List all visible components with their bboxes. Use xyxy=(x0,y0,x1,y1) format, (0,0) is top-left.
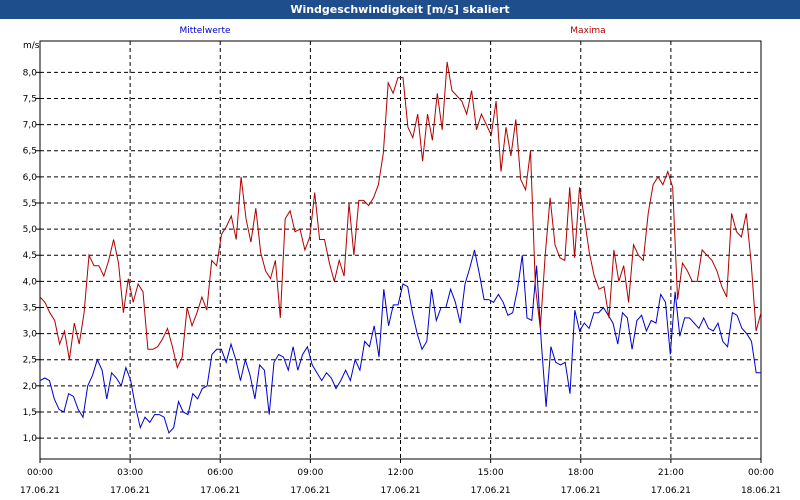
x-tick-date: 17.06.21 xyxy=(110,486,150,496)
x-tick-date: 17.06.21 xyxy=(290,486,330,496)
plot-frame xyxy=(39,40,762,460)
x-tick-date: 18.06.21 xyxy=(741,486,781,496)
x-tick-date: 17.06.21 xyxy=(380,486,420,496)
chart-title: Windgeschwindigkeit [m/s] skaliert xyxy=(0,0,800,19)
legend-mittelwerte: Mittelwerte xyxy=(179,26,230,36)
y-tick-label: 2,5 xyxy=(23,356,37,366)
y-axis-label: m/s xyxy=(23,41,40,51)
series-group xyxy=(39,61,762,434)
x-tick-time: 09:00 xyxy=(297,468,323,478)
x-tick-time: 18:00 xyxy=(568,468,594,478)
x-tick-date: 17.06.21 xyxy=(200,486,240,496)
x-tick-date: 17.06.21 xyxy=(651,486,691,496)
y-tick-label: 5,5 xyxy=(23,199,37,209)
y-tick-label: 7,0 xyxy=(23,121,38,131)
x-tick-time: 03:00 xyxy=(117,468,143,478)
x-axis-ticks: 00:00 17.06.21 03:00 17.06.21 06:00 17.06.21 0… xyxy=(20,459,781,496)
legend-maxima: Maxima xyxy=(570,26,605,36)
x-tick-time: 21:00 xyxy=(658,468,684,478)
y-tick-label: 6,0 xyxy=(23,173,38,183)
x-tick-time: 00:00 xyxy=(748,468,774,478)
y-tick-label: 2,0 xyxy=(23,382,38,392)
y-tick-label: 4,0 xyxy=(23,277,38,287)
y-tick-label: 3,5 xyxy=(23,303,37,313)
y-tick-label: 1,5 xyxy=(23,408,37,418)
y-tick-label: 4,5 xyxy=(23,251,37,261)
x-tick-date: 17.06.21 xyxy=(561,486,601,496)
series-line-maxima xyxy=(39,61,762,370)
x-tick-time: 00:00 xyxy=(27,468,53,478)
x-tick-time: 15:00 xyxy=(478,468,504,478)
y-tick-label: 7,5 xyxy=(23,94,37,104)
y-tick-label: 8,0 xyxy=(23,68,38,78)
y-tick-label: 3,0 xyxy=(23,330,38,340)
y-tick-label: 6,5 xyxy=(23,147,37,157)
grid xyxy=(40,41,761,459)
x-tick-time: 06:00 xyxy=(207,468,233,478)
y-tick-label: 1,0 xyxy=(23,434,38,444)
x-tick-time: 12:00 xyxy=(388,468,414,478)
x-tick-date: 17.06.21 xyxy=(471,486,511,496)
y-tick-label: 5,0 xyxy=(23,225,38,235)
chart-area: Mittelwerte Maxima m/s 1,0 1,5 2,0 2,5 3,0 3,… xyxy=(20,26,781,496)
x-tick-date: 17.06.21 xyxy=(20,486,60,496)
y-axis-ticks: 1,0 1,5 2,0 2,5 3,0 3,5 4,0 4,5 5,0 5,5 6,0 6,5 7,0 7… xyxy=(23,68,40,444)
series-line-mittelwerte xyxy=(39,249,761,434)
